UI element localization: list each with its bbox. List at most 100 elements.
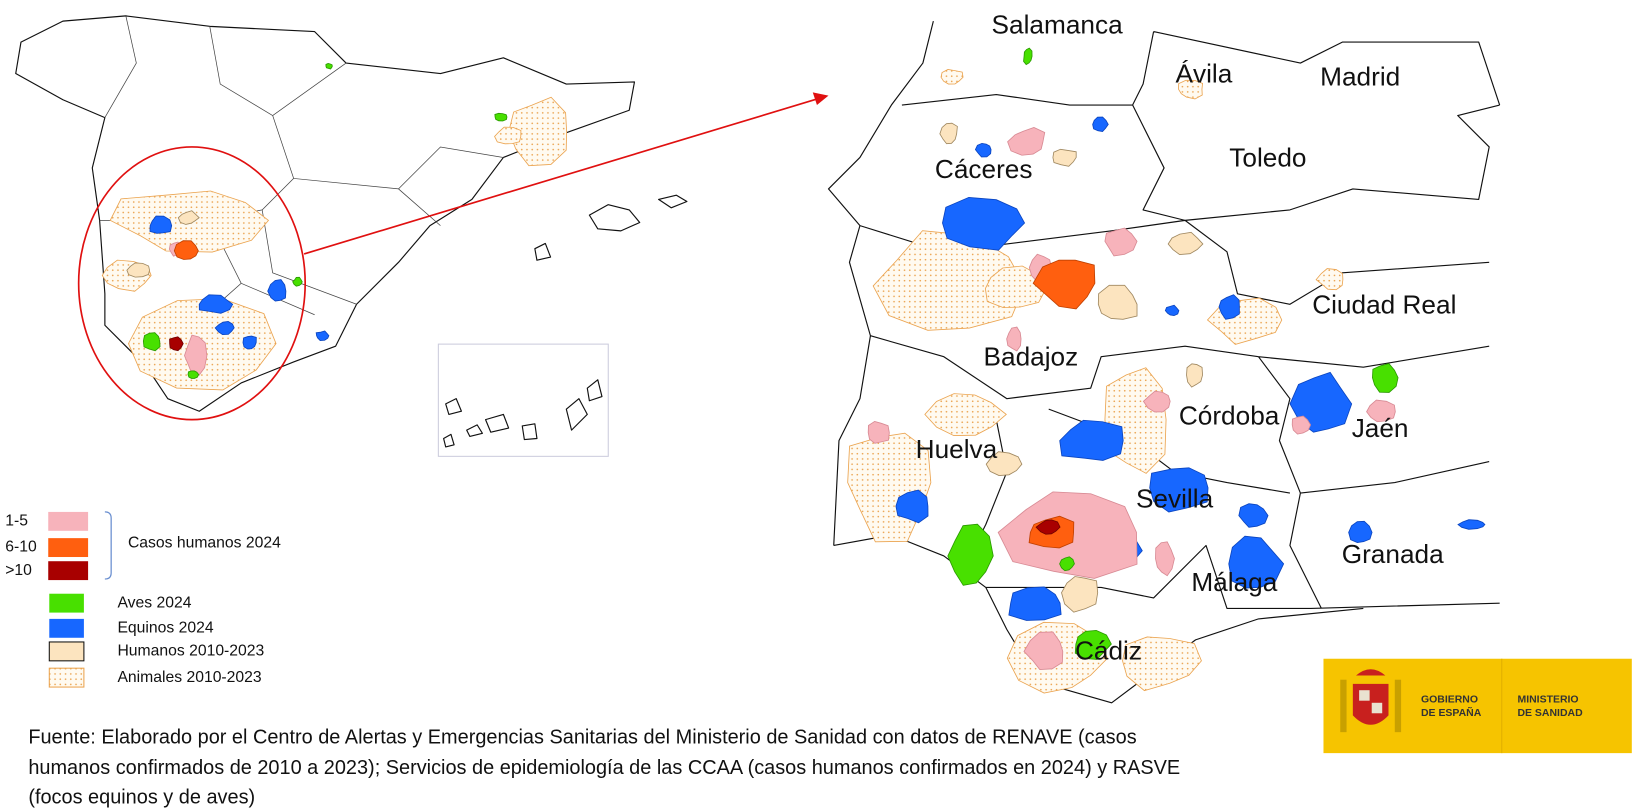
outbreak-area — [1023, 631, 1064, 670]
legend-item-label: Animales 2010-2023 — [117, 669, 261, 686]
focus-ellipse — [77, 146, 307, 421]
legend-bracket — [104, 511, 112, 580]
outbreak-area — [214, 321, 235, 336]
outbreak-area — [142, 332, 161, 352]
outbreak-area — [267, 279, 287, 302]
outbreak-area — [1142, 390, 1171, 413]
province-label: Ciudad Real — [1312, 289, 1456, 319]
legend-item-label: Humanos 2010-2023 — [117, 643, 264, 660]
outbreak-area — [942, 196, 1026, 251]
logo-text: GOBIERNO — [1421, 694, 1478, 705]
outbreak-area — [974, 142, 992, 158]
source-line: Fuente: Elaborado por el Centro de Alert… — [28, 727, 1136, 749]
canary-inset — [437, 343, 609, 457]
legend-swatch — [49, 618, 84, 638]
outbreak-area — [1366, 399, 1396, 423]
legend-range-label: 6-10 — [5, 539, 37, 556]
outbreak-area — [494, 112, 508, 122]
province-label: Granada — [1342, 539, 1444, 569]
outbreak-area — [1228, 535, 1285, 589]
outbreak-area — [169, 336, 184, 352]
province-label: Cáceres — [935, 154, 1033, 184]
canary-islands — [443, 379, 603, 448]
province-label: Badajoz — [984, 342, 1079, 372]
outbreak-area — [985, 451, 1023, 476]
outbreak-area — [187, 370, 200, 379]
legend-swatch — [48, 538, 89, 558]
outbreak-area — [1289, 371, 1353, 433]
source-line: (focos equinos y de aves) — [28, 786, 255, 808]
arrow-head — [812, 92, 829, 106]
outbreak-area — [1092, 116, 1109, 133]
province-label: Jaén — [1352, 413, 1409, 443]
outbreak-area — [494, 126, 522, 145]
province-label: Toledo — [1229, 142, 1306, 172]
legend-range-label: >10 — [5, 562, 32, 579]
outbreak-area — [1372, 363, 1399, 393]
source-line: humanos confirmados de 2010 a 2023); Ser… — [28, 757, 1180, 779]
outbreak-area — [1104, 367, 1167, 474]
legend: Casos humanos 2024 1-5 6-10 >10 Aves 2024 Eq… — [5, 511, 281, 688]
province-label: Cádiz — [1075, 635, 1142, 665]
logo-text: DE SANIDAD — [1517, 708, 1583, 719]
province-label: Madrid — [1320, 62, 1400, 92]
outbreak-area — [1348, 520, 1373, 543]
outbreak-area — [1218, 294, 1240, 320]
province-labels: Salamanca Ávila Madrid Cáceres Toledo Ci… — [916, 9, 1457, 665]
outbreak-area — [939, 122, 958, 145]
outbreak-area — [1457, 519, 1486, 530]
outbreak-area — [1035, 519, 1061, 535]
outbreak-area — [895, 489, 929, 524]
legend-item-label: Equinos 2024 — [117, 619, 213, 636]
province-label: Ávila — [1176, 59, 1233, 89]
coat-of-arms — [1340, 669, 1402, 733]
legend-swatch — [48, 561, 89, 581]
outbreak-area — [1074, 629, 1112, 660]
outbreak-area — [1315, 268, 1344, 291]
province-label: Córdoba — [1179, 400, 1280, 430]
outbreak-area — [924, 393, 1007, 436]
legend-swatch — [49, 593, 84, 613]
zoom-arrow — [303, 97, 819, 255]
outbreak-area — [1149, 467, 1209, 513]
outbreak-area — [1178, 79, 1204, 100]
province-borders — [827, 20, 1501, 704]
outbreak-area — [1238, 503, 1269, 528]
outbreak-area — [940, 69, 964, 85]
balearic-islands — [534, 194, 688, 261]
outbreak-area — [325, 63, 333, 70]
outbreak-area — [1052, 148, 1077, 167]
legend-group-title: Casos humanos 2024 — [128, 535, 281, 552]
outbreak-area — [292, 276, 303, 287]
province-label: Salamanca — [992, 9, 1124, 39]
outbreak-area — [1155, 541, 1175, 577]
outbreak-areas — [101, 47, 1486, 694]
outbreak-area — [1023, 47, 1033, 66]
legend-swatch — [48, 641, 85, 662]
outbreak-area — [242, 335, 257, 350]
outbreak-area — [1006, 326, 1022, 352]
legend-swatch — [48, 511, 89, 531]
region-borders — [99, 15, 504, 368]
outbreak-area — [149, 215, 173, 234]
overview-map — [15, 15, 829, 457]
province-label: Sevilla — [1136, 483, 1214, 513]
outbreak-area — [184, 334, 208, 376]
outbreak-area — [1206, 297, 1283, 345]
province-label: Málaga — [1191, 567, 1277, 597]
outbreak-area — [1008, 586, 1062, 621]
outbreak-area — [198, 294, 234, 314]
source-note: Fuente: Elaborado por el Centro de Alert… — [28, 727, 1180, 809]
province-label: Huelva — [916, 434, 998, 464]
outbreak-area — [177, 210, 200, 225]
outbreak-area — [1104, 227, 1138, 257]
spain-outline — [15, 15, 636, 412]
outbreak-area — [1032, 259, 1096, 310]
outbreak-area — [173, 240, 199, 260]
government-logo: GOBIERNO DE ESPAÑA MINISTERIO DE SANIDAD — [1323, 658, 1632, 754]
logo-text: MINISTERIO — [1517, 694, 1578, 705]
outbreak-area — [1059, 556, 1075, 572]
outbreak-area — [1059, 419, 1124, 461]
